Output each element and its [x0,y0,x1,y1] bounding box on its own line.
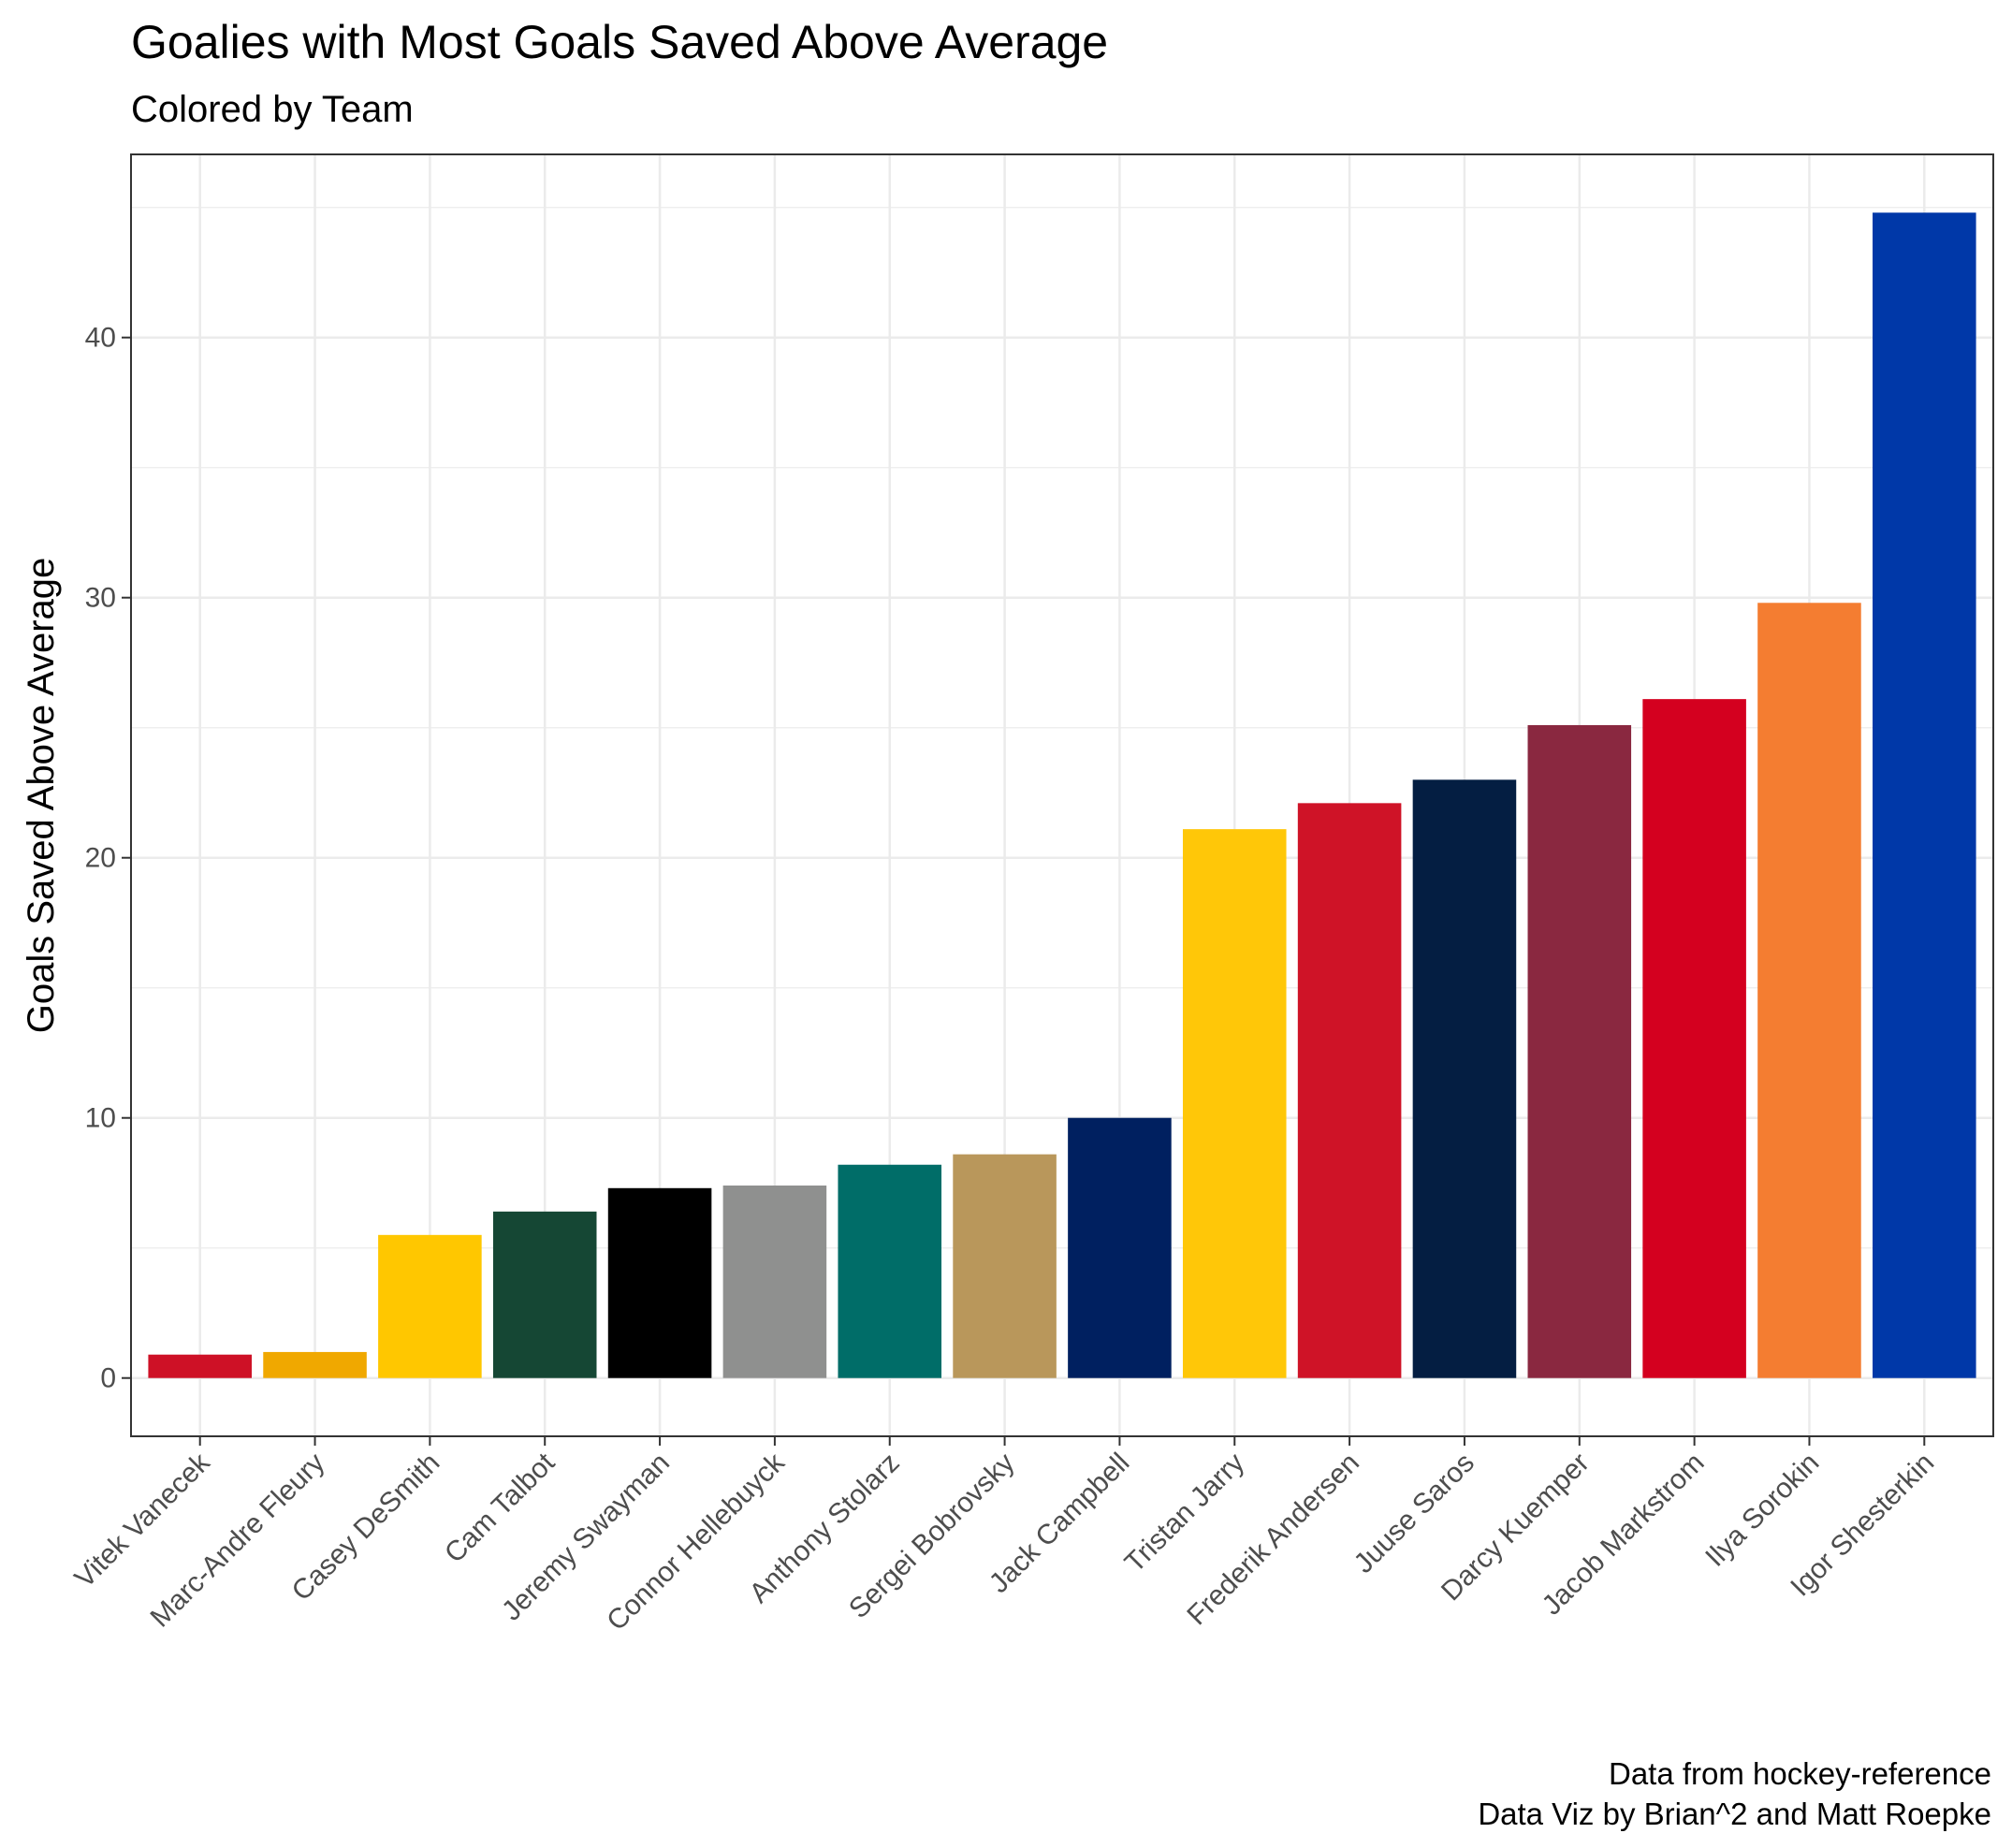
bar [607,1187,712,1378]
bar [492,1211,597,1378]
caption-line-2: Data Viz by Brian^2 and Matt Roepke [1478,1797,1991,1831]
y-axis-label: Goals Saved Above Average [21,558,62,1034]
bar [1873,212,1976,1378]
y-tick-label: 20 [85,843,116,874]
y-tick-label: 10 [85,1103,116,1134]
bars [148,212,1976,1378]
chart-title: Goalies with Most Goals Saved Above Aver… [131,16,1108,68]
bar [148,1354,252,1378]
caption-line-1: Data from hockey-reference [1609,1756,1991,1791]
y-tick-label: 0 [100,1363,116,1394]
bar [378,1234,482,1378]
chart-subtitle: Colored by Team [131,89,414,130]
y-tick-label: 30 [85,583,116,614]
bar [1757,603,1861,1378]
bar [1182,829,1287,1378]
bar [1297,803,1402,1378]
bar [838,1164,942,1378]
bar [1068,1117,1172,1378]
y-tick-label: 40 [85,323,116,354]
plot-panel-border [130,153,1994,1437]
bar [722,1186,827,1378]
bar [953,1154,1057,1378]
bar [1412,779,1517,1378]
bar [1527,724,1632,1378]
bar [263,1351,367,1378]
bar [1642,699,1746,1378]
y-axis: 0 10 20 30 40 [85,323,131,1394]
